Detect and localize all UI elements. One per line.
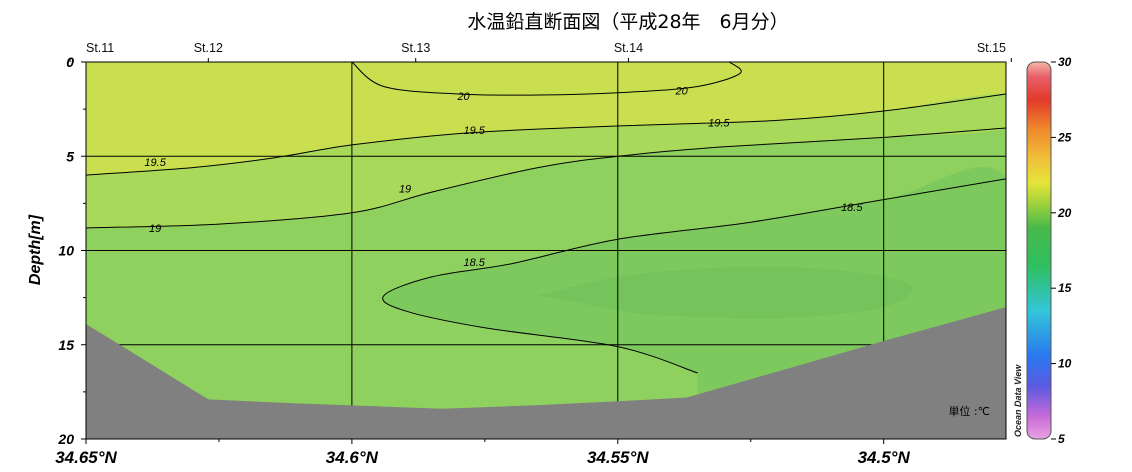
y-tick-label: 5 xyxy=(66,148,74,164)
colorbar-tick-label: 25 xyxy=(1057,130,1072,144)
colorbar-tick-label: 20 xyxy=(1057,206,1072,220)
y-tick-label: 15 xyxy=(58,337,74,353)
x-tick-label: 34.55°N xyxy=(587,448,649,467)
contour-label: 19 xyxy=(1016,123,1028,135)
colorbar-tick-label: 30 xyxy=(1058,55,1072,69)
contour-line-19.5 xyxy=(86,93,1006,176)
y-tick-label: 0 xyxy=(66,54,74,70)
y-axis-label: Depth[m] xyxy=(27,214,44,285)
seabed-land xyxy=(86,307,1006,439)
unit-label: 単位 :℃ xyxy=(948,404,990,418)
contour-label: 19.5 xyxy=(463,125,485,137)
temperature-band-2 xyxy=(86,93,1006,228)
contour-label: 18.5 xyxy=(841,202,863,214)
station-label: St.14 xyxy=(614,41,643,55)
station-label: St.12 xyxy=(194,41,223,55)
colorbar-tick-label: 10 xyxy=(1058,357,1072,371)
temperature-band-1 xyxy=(86,62,1006,176)
credit-label: Ocean Data View xyxy=(1013,364,1023,437)
contour-line-20 xyxy=(351,62,742,96)
contour-label: 19 xyxy=(399,183,411,195)
colorbar-tick-label: 5 xyxy=(1058,432,1065,446)
contour-label: 19.5 xyxy=(708,117,730,129)
contour-label: 18.5 xyxy=(463,257,485,269)
contour-label: 19.5 xyxy=(144,157,166,169)
title-background xyxy=(430,6,826,38)
contour-line-19 xyxy=(86,127,1006,229)
station-label: St.15 xyxy=(977,41,1006,55)
contour-line-18.5 xyxy=(382,178,1006,374)
x-tick-label: 34.6°N xyxy=(326,448,379,467)
colorbar-tick-label: 15 xyxy=(1058,281,1072,295)
y-tick-label: 10 xyxy=(58,243,74,259)
station-label: St.13 xyxy=(401,41,430,55)
y-tick-label: 20 xyxy=(57,431,74,447)
x-tick-label: 34.5°N xyxy=(858,448,911,467)
chart-title: 水温鉛直断面図（平成28年 6月分） xyxy=(467,11,788,33)
contour-label: 20 xyxy=(456,91,470,103)
contour-label: 19 xyxy=(149,223,161,235)
x-tick-label: 34.65°N xyxy=(55,448,117,467)
station-label: St.11 xyxy=(86,41,114,55)
temperature-band-4 xyxy=(538,266,914,319)
contour-label: 20 xyxy=(674,85,688,97)
colorbar xyxy=(1026,61,1052,440)
plot-area: 20 20 19.5 19.5 19.5 19 19 19 18.5 18.5 xyxy=(86,62,1028,439)
